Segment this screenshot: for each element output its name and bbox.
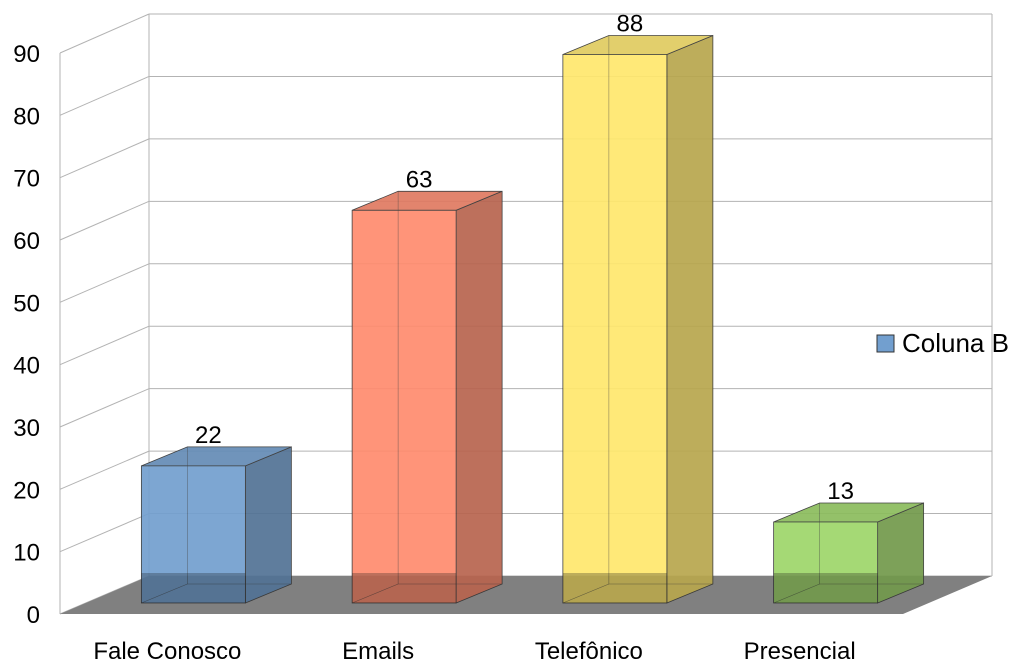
chart-floor xyxy=(60,576,992,614)
y-tick-label: 0 xyxy=(27,602,40,629)
bar-side-face xyxy=(455,190,503,604)
gridline-side xyxy=(59,13,150,54)
bar-depth-edge xyxy=(773,583,820,604)
y-tick-label: 60 xyxy=(13,228,40,255)
y-axis-ticks: 0 10 20 30 40 50 60 70 80 90 xyxy=(13,41,40,629)
gridline-side xyxy=(59,200,150,241)
x-category-label: Emails xyxy=(342,638,414,663)
bar-base-shadow xyxy=(773,573,878,603)
bar-base-shadow xyxy=(352,573,457,603)
y-tick-label: 70 xyxy=(13,166,40,193)
bar-side-face xyxy=(666,34,714,604)
legend-swatch xyxy=(876,334,895,353)
y-tick-label: 80 xyxy=(13,103,40,130)
bar-telef-nico xyxy=(562,34,714,604)
x-category-label: Presencial xyxy=(744,638,856,663)
x-category-label: Telefônico xyxy=(535,638,643,663)
x-axis-categories: Fale Conosco Emails Telefônico Presencial xyxy=(93,638,855,663)
floor-plane xyxy=(60,576,992,614)
data-label: 22 xyxy=(195,422,222,449)
bar-side-face xyxy=(244,446,292,604)
data-label: 13 xyxy=(827,478,854,505)
bar-front-face xyxy=(140,465,246,604)
bar-depth-edge xyxy=(562,583,609,604)
y-tick-label: 40 xyxy=(13,353,40,380)
bar-depth-edge xyxy=(141,583,188,604)
bar-base-shadow xyxy=(562,573,667,603)
bar-presencial xyxy=(773,502,925,604)
gridline-side xyxy=(59,75,150,116)
y-tick-label: 50 xyxy=(13,290,40,317)
y-tick-label: 30 xyxy=(13,415,40,442)
bars xyxy=(140,34,925,604)
x-category-label: Fale Conosco xyxy=(93,638,241,663)
bar-front-face xyxy=(773,521,879,604)
data-label: 63 xyxy=(406,166,433,193)
data-label: 88 xyxy=(617,10,644,37)
bar-emails xyxy=(351,190,503,604)
bar-front-face xyxy=(562,54,668,604)
gridline-side xyxy=(59,138,150,179)
gridline-side xyxy=(59,450,150,490)
data-labels: 22 63 88 13 xyxy=(195,10,854,505)
gridline-side xyxy=(59,263,150,303)
bar-fale-conosco xyxy=(140,446,292,604)
legend-label: Coluna B xyxy=(902,328,1009,358)
gridline-side xyxy=(59,513,150,553)
y-tick-label: 90 xyxy=(13,41,40,68)
y-tick-label: 10 xyxy=(13,540,40,567)
bar-front-face xyxy=(351,209,457,604)
y-tick-label: 20 xyxy=(13,477,40,504)
legend: Coluna B xyxy=(876,328,1009,358)
bar-depth-edge xyxy=(352,583,399,604)
bar-base-shadow xyxy=(141,573,246,603)
gridline-side xyxy=(59,325,150,366)
gridline-side xyxy=(59,388,150,428)
